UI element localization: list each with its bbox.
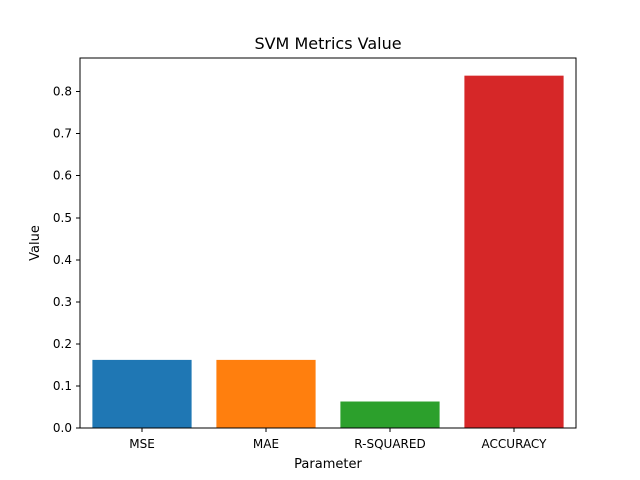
x-tick-label: R-SQUARED (354, 437, 425, 451)
y-axis-ticks: 0.0 0.1 0.2 0.3 0.4 0.5 0.6 0.7 0.8 (53, 85, 80, 435)
x-tick-label: MAE (253, 437, 279, 451)
y-tick-label: 0.8 (53, 85, 72, 99)
bars-group (92, 75, 564, 428)
chart-title: SVM Metrics Value (254, 34, 401, 53)
y-tick-label: 0.1 (53, 379, 72, 393)
y-tick-label: 0.5 (53, 211, 72, 225)
y-axis-label: Value (28, 225, 43, 261)
x-tick-label: MSE (129, 437, 155, 451)
bar-mae (216, 359, 316, 428)
y-tick-label: 0.7 (53, 127, 72, 141)
x-axis-label: Parameter (294, 457, 362, 472)
y-tick-label: 0.0 (53, 421, 72, 435)
y-tick-label: 0.3 (53, 295, 72, 309)
bar-mse (92, 359, 192, 428)
y-tick-label: 0.4 (53, 253, 72, 267)
y-tick-label: 0.6 (53, 169, 72, 183)
bar-r-squared (340, 401, 440, 428)
x-axis-ticks: MSE MAE R-SQUARED ACCURACY (129, 428, 547, 451)
x-tick-label: ACCURACY (482, 437, 548, 451)
bar-accuracy (464, 75, 564, 428)
y-tick-label: 0.2 (53, 337, 72, 351)
plot-frame (79, 57, 577, 429)
